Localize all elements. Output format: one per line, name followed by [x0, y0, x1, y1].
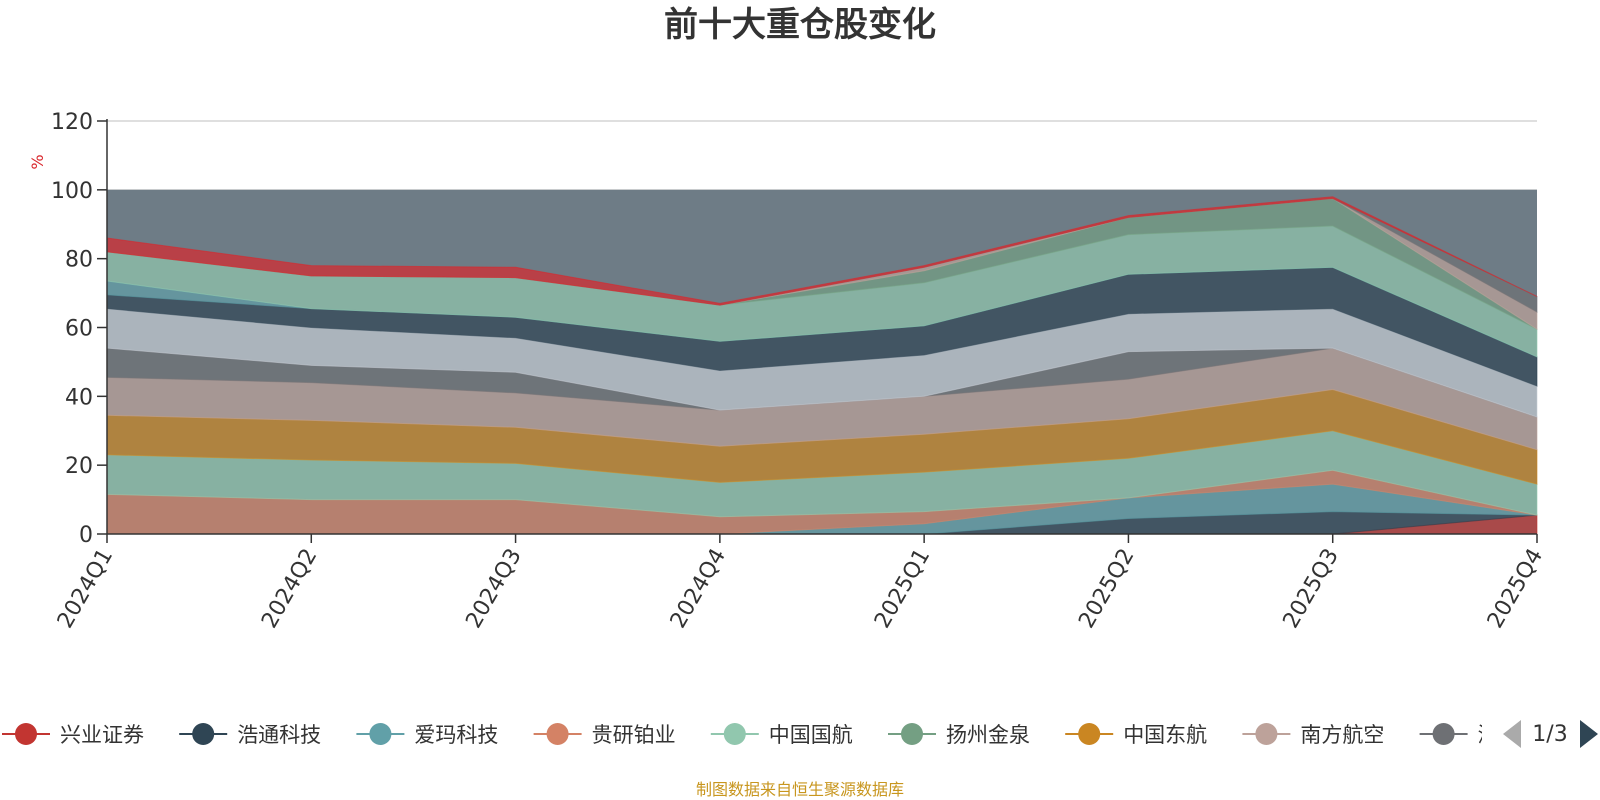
y-tick-label: 0 [79, 523, 93, 548]
y-tick-label: 20 [65, 454, 93, 479]
legend-item-e6b5a9e9809ae7a791e68a80[interactable]: 浩通科技 [179, 723, 321, 747]
area-series [106, 189, 1538, 535]
legend-label: 爱玛科技 [414, 723, 498, 747]
y-tick-label: 60 [65, 317, 93, 342]
x-tick-label: 2024Q2 [257, 545, 322, 633]
legend-item-e4b8ade59bbde4b89ce888aa[interactable]: 中国东航 [1065, 723, 1207, 747]
chart-title: 前十大重仓股变化 [664, 5, 936, 45]
legend-marker-icon [1078, 723, 1101, 745]
legend-pager: 1/3 [1503, 720, 1598, 748]
legend-label: 中国国航 [769, 723, 853, 747]
source-note: 制图数据来自恒生聚源数据库 [696, 780, 904, 799]
y-tick-label: 120 [51, 110, 93, 135]
legend-label: 浩通科技 [237, 723, 321, 747]
legend-marker-icon [369, 723, 392, 745]
legend-label: 贵研铂业 [592, 723, 676, 747]
legend-label: 南方航空 [1300, 723, 1384, 747]
legend: 兴业证券 浩通科技 爱玛科技 贵研铂业 中国国航 扬州金泉 中国东航 南方航空 深南电路 [2, 723, 1562, 747]
x-tick-label: 2025Q4 [1483, 545, 1548, 633]
legend-page-number: 1/3 [1532, 722, 1567, 747]
y-tick-label: 40 [65, 385, 93, 410]
area-e68b9be59586e993b6e8a18c [106, 196, 1538, 306]
x-tick-label: 2024Q1 [53, 545, 118, 633]
legend-item-e6b7b1e58d97e794b5e8b7af[interactable]: 深南电路 [1419, 723, 1562, 747]
legend-item-e689ace5b79ee98791e6b389[interactable]: 扬州金泉 [888, 723, 1030, 747]
x-tick-label: 2025Q3 [1279, 545, 1344, 633]
legend-marker-icon [901, 723, 923, 745]
legend-label: 扬州金泉 [946, 723, 1030, 747]
legend-item-e58d97e696b9e888aae7a9ba[interactable]: 南方航空 [1242, 723, 1384, 747]
legend-marker-icon [723, 723, 746, 745]
legend-marker-icon [15, 723, 37, 745]
legend-label: 深南电路 [1478, 723, 1562, 747]
x-tick-label: 2025Q1 [870, 545, 935, 633]
legend-marker-icon [1432, 723, 1455, 745]
y-tick-label: 80 [65, 248, 93, 273]
legend-marker-icon [546, 723, 569, 745]
legend-item-e585b4e4b89ae8af81e588b8[interactable]: 兴业证券 [2, 723, 144, 747]
legend-label: 兴业证券 [60, 723, 144, 747]
x-tick-label: 2024Q4 [666, 545, 731, 633]
triangle-right-icon[interactable] [1580, 720, 1598, 748]
y-axis-unit: % [28, 154, 47, 169]
legend-item-e8b4b5e7a094e99382e4b89a[interactable]: 贵研铂业 [533, 723, 676, 747]
triangle-left-icon[interactable] [1503, 720, 1521, 748]
legend-item-e4b8ade59bbde59bbde888aa[interactable]: 中国国航 [710, 723, 853, 747]
legend-item-e788b1e78e9be7a791e68a80[interactable]: 爱玛科技 [356, 723, 498, 747]
y-tick-label: 100 [51, 179, 93, 204]
legend-marker-icon [192, 723, 215, 745]
legend-label: 中国东航 [1123, 723, 1207, 747]
x-tick-label: 2025Q2 [1074, 545, 1139, 633]
x-tick-label: 2024Q3 [461, 545, 526, 633]
legend-marker-icon [1255, 723, 1278, 745]
